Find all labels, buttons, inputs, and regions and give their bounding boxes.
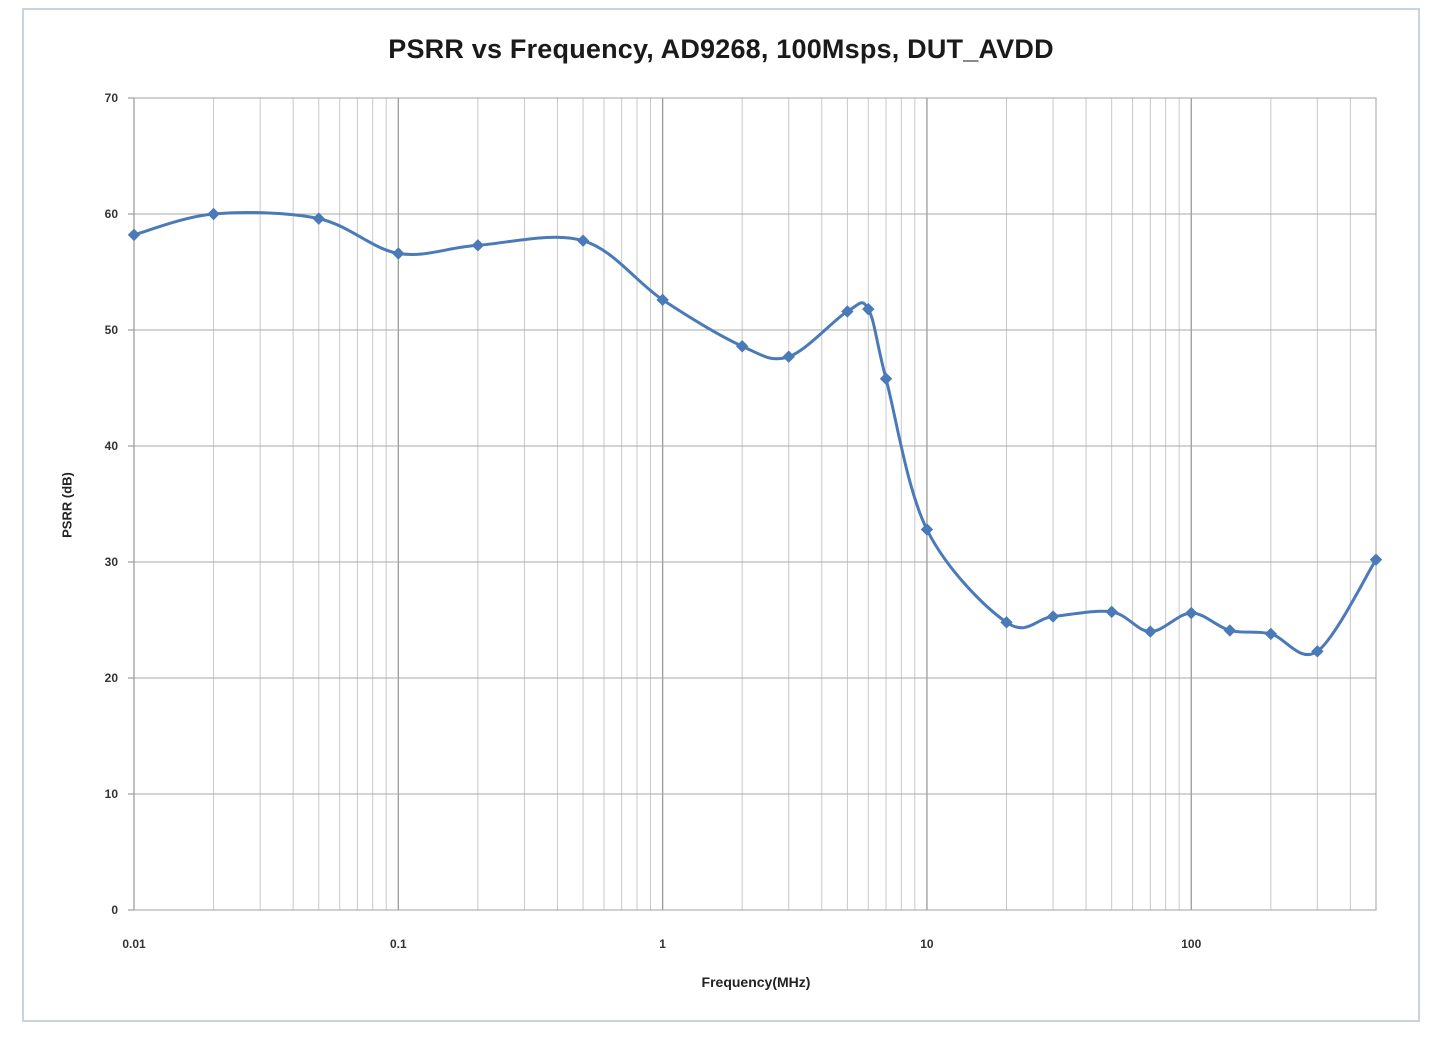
x-tick-label: 1 [659, 937, 666, 951]
y-tick-label: 0 [111, 903, 118, 917]
chart-title: PSRR vs Frequency, AD9268, 100Msps, DUT_… [388, 34, 1054, 64]
y-tick-label: 10 [105, 787, 119, 801]
data-point [920, 523, 934, 536]
x-tick-labels: 0.01 0.1 1 10 100 [122, 937, 1201, 951]
data-point [1264, 627, 1278, 641]
y-tick-labels: 0 10 20 30 40 50 60 70 [105, 91, 119, 917]
y-tick-label: 50 [105, 323, 119, 337]
data-point [312, 212, 325, 225]
chart-frame [22, 8, 1420, 1022]
y-tick-label: 20 [105, 671, 119, 685]
y-tick-label: 30 [105, 555, 119, 569]
x-axis-label: Frequency(MHz) [701, 974, 811, 990]
data-point [1144, 625, 1157, 638]
data-point [1369, 553, 1383, 566]
data-point [1046, 610, 1060, 623]
y-tick-label: 40 [105, 439, 119, 453]
data-point [782, 350, 795, 363]
x-tick-label: 100 [1181, 937, 1201, 951]
data-point [841, 305, 854, 318]
data-point [471, 239, 485, 252]
data-point [656, 293, 669, 307]
data-point [879, 372, 893, 385]
series-line [132, 211, 1378, 657]
data-point [862, 302, 875, 316]
data-point [1223, 624, 1237, 637]
y-tick-label: 70 [105, 91, 119, 105]
data-point [1105, 605, 1118, 619]
x-tick-label: 10 [920, 937, 934, 951]
data-point [576, 234, 590, 247]
data-point [1185, 606, 1198, 620]
data-point [1000, 616, 1013, 629]
series-markers [127, 207, 1383, 658]
data-point [207, 207, 220, 221]
vertical-gridlines [133, 98, 1377, 910]
data-point [735, 340, 749, 353]
data-point [127, 228, 141, 242]
data-point [1311, 645, 1324, 658]
y-tick-label: 60 [105, 207, 119, 221]
data-point [392, 247, 405, 260]
plot-area-border [133, 97, 1377, 911]
x-tick-label: 0.1 [390, 937, 407, 951]
x-tick-label: 0.01 [122, 937, 146, 951]
